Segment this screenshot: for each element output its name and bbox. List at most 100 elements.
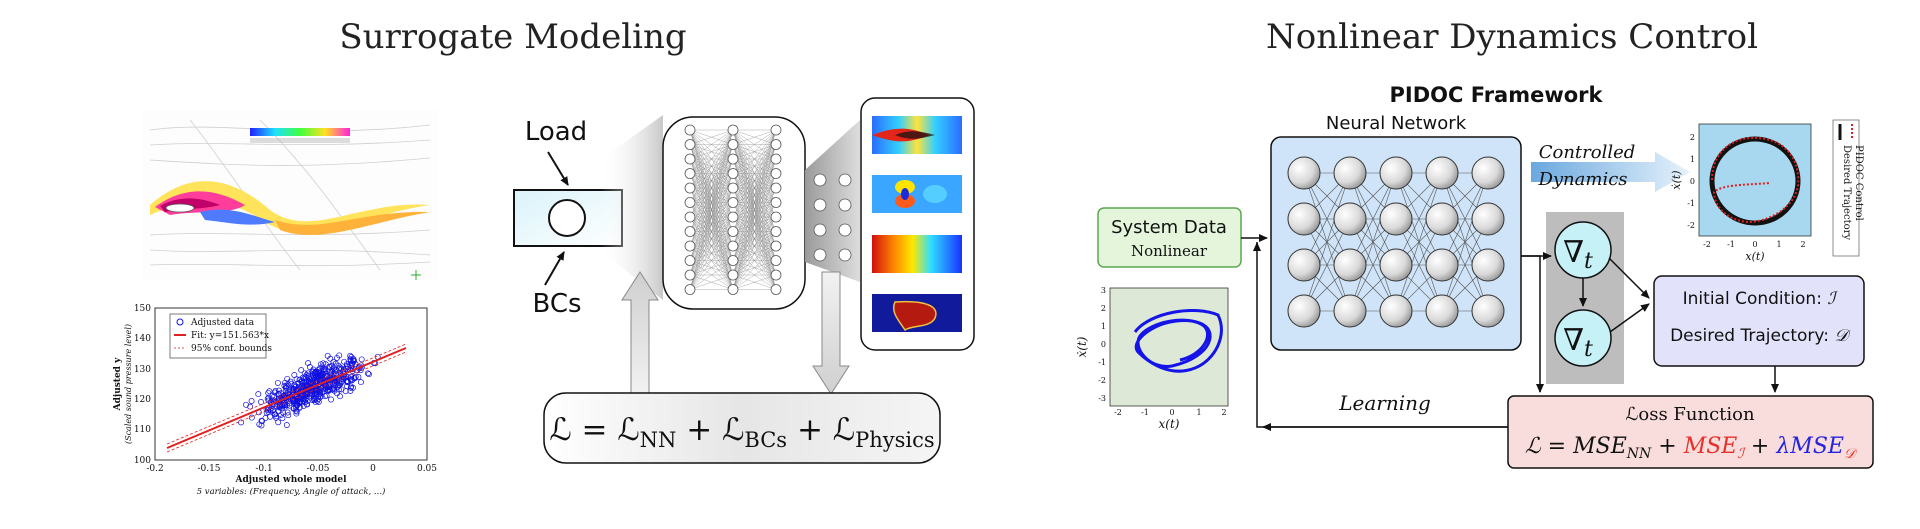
loss-traj-term: λMSE xyxy=(1775,434,1844,459)
nn-node xyxy=(727,168,739,179)
system-phase-plot: -2 -1 0 1 2 3 2 1 0 -1 -2 -3 x(t) ẋ(t) xyxy=(1075,286,1229,431)
x-axis-label: Adjusted whole model xyxy=(235,475,348,485)
scatter-point xyxy=(365,371,372,378)
nn-node xyxy=(727,284,739,295)
scatter-point xyxy=(293,398,300,405)
scatter-point xyxy=(323,392,330,399)
plot-legend: Adjusted data Fit: y=151.563*x 95% conf.… xyxy=(169,313,272,359)
scatter-point xyxy=(281,399,288,406)
scatter-point xyxy=(347,352,354,359)
y-tick: -3 xyxy=(1098,394,1106,403)
nn-node xyxy=(770,211,782,223)
nn-node xyxy=(727,226,739,237)
x-tick: 1 xyxy=(1776,240,1781,249)
funnel-right xyxy=(805,120,860,282)
nn-node xyxy=(684,269,696,281)
scatter-point xyxy=(304,401,311,408)
scatter-point xyxy=(248,398,255,404)
x-tick: 0.05 xyxy=(417,464,437,474)
scatter-point xyxy=(350,357,357,364)
scatter-point xyxy=(347,387,354,394)
result-legend: Desired Trajectory PIDOC Control xyxy=(1832,119,1864,257)
nabla-2: ∇ xyxy=(1563,323,1584,358)
y-axis-label: Adjusted y xyxy=(113,357,123,411)
x-tick: -2 xyxy=(1703,240,1711,249)
scatter-point xyxy=(340,366,347,373)
nn-node xyxy=(1287,156,1321,190)
y-tick: 2 xyxy=(1690,133,1695,142)
svg-text:Desired Trajectory: 𝒟: Desired Trajectory: 𝒟 xyxy=(1670,326,1851,346)
scatter-point xyxy=(319,388,326,395)
arrow-up-to-nn xyxy=(621,271,659,396)
scatter-point xyxy=(310,396,317,403)
y-tick: 0 xyxy=(1690,177,1695,186)
loss-ic-term: MSE xyxy=(1683,434,1738,459)
nn-node xyxy=(727,182,739,194)
scatter-point xyxy=(291,372,298,378)
scatter-point xyxy=(283,422,290,428)
scatter-point xyxy=(266,388,273,395)
scatter-point xyxy=(337,364,344,371)
scatter-point xyxy=(316,389,323,396)
legend-adjusted-data: Adjusted data xyxy=(190,318,255,328)
y-tick: 1 xyxy=(1101,322,1106,331)
scatter-point xyxy=(343,361,350,368)
scatter-point xyxy=(338,365,345,372)
scatter-point xyxy=(296,393,303,400)
scatter-point xyxy=(269,392,276,399)
scatter-point xyxy=(262,415,269,421)
scatter-point xyxy=(303,372,310,378)
scatter-point xyxy=(310,366,317,373)
pidoc-loss-box: ℒoss Function ℒ = MSENN + MSEℐ + λMSE𝒟 xyxy=(1507,395,1874,469)
loss-lhs: ℒ xyxy=(549,412,571,448)
x-axis-label: x(t) xyxy=(1159,417,1180,431)
nn-node xyxy=(684,226,696,237)
svg-text:∇t: ∇t xyxy=(1563,323,1593,362)
x-tick: -0.2 xyxy=(146,464,163,474)
nn-output-node xyxy=(838,248,852,262)
scatter-point xyxy=(302,378,309,385)
nn-output-node xyxy=(813,173,827,187)
scatter-point xyxy=(342,388,349,395)
y-tick: 1 xyxy=(1690,155,1695,164)
legend-desired: Desired Trajectory xyxy=(1841,145,1852,240)
fit-line xyxy=(166,347,407,449)
x-tick: -2 xyxy=(1114,408,1122,417)
scatter-point xyxy=(299,378,306,385)
desired-trajectory-label: Desired Trajectory: xyxy=(1670,326,1834,346)
y-tick: 110 xyxy=(134,425,151,435)
nn-node xyxy=(770,197,782,208)
nn-output-node xyxy=(813,248,827,262)
scatter-point xyxy=(348,383,355,390)
x-tick: -1 xyxy=(1141,408,1149,417)
legend-pidoc: PIDOC Control xyxy=(1853,145,1864,221)
y-tick: 0 xyxy=(1101,340,1106,349)
scatter-point xyxy=(303,382,310,389)
nn-node xyxy=(684,168,696,179)
nn-node xyxy=(684,139,696,150)
nabla-1: ∇ xyxy=(1563,235,1584,270)
nn-node xyxy=(1425,294,1459,328)
nn-node xyxy=(770,153,782,165)
scatter-point xyxy=(310,372,316,379)
scatter-point xyxy=(294,386,301,393)
scatter-point xyxy=(300,395,307,402)
initial-condition-label: Initial Condition: xyxy=(1683,289,1828,309)
scatter-point xyxy=(267,413,274,420)
scatter-point xyxy=(284,375,291,382)
nn-node xyxy=(684,197,696,208)
nn-node xyxy=(1379,248,1413,282)
scatter-point xyxy=(288,380,295,387)
nn-output-node xyxy=(838,173,852,187)
scatter-point xyxy=(315,393,322,400)
scatter-point xyxy=(296,404,303,411)
scatter-point xyxy=(334,383,341,390)
scatter-point xyxy=(315,367,321,374)
y-tick: -1 xyxy=(1098,358,1106,367)
x-tick: 0 xyxy=(1752,240,1757,249)
scatter-point xyxy=(275,419,282,426)
x-tick: 2 xyxy=(1221,408,1226,417)
nn-node xyxy=(1425,202,1459,236)
scatter-point xyxy=(275,390,282,397)
scatter-point xyxy=(357,379,364,386)
